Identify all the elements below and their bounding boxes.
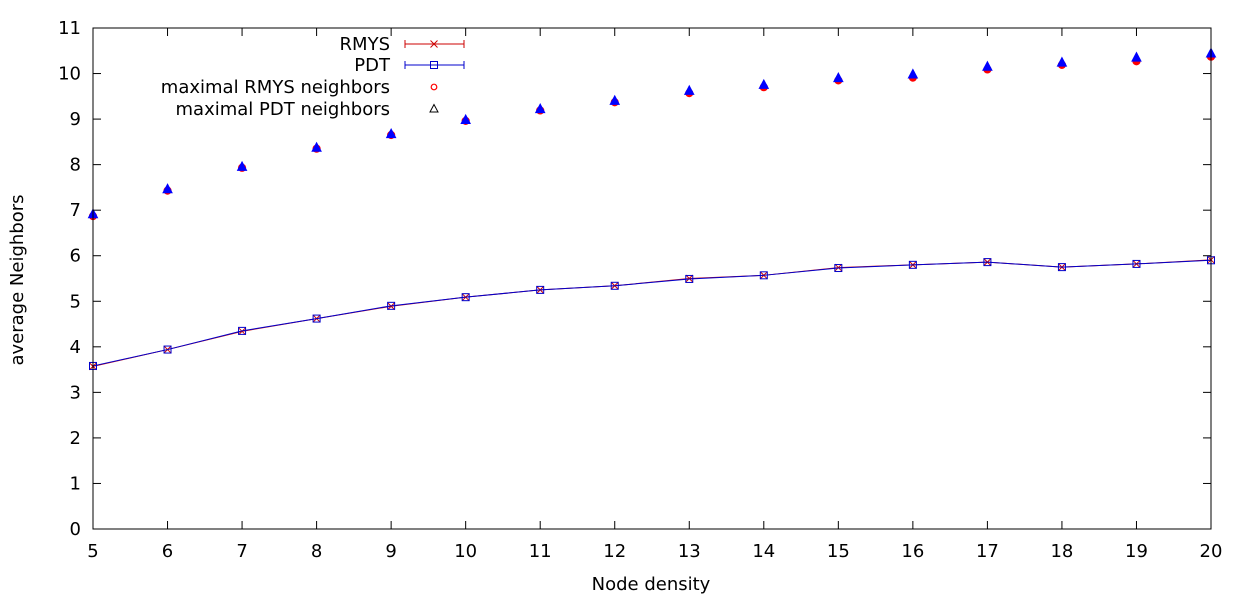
- data-point-maximal-pdt-neighbors: [460, 113, 471, 125]
- x-tick-label: 14: [752, 541, 775, 562]
- y-tick-label: 5: [70, 291, 81, 312]
- marker-stroke: [430, 40, 438, 48]
- data-point-pdt: [685, 274, 694, 283]
- legend-marker-rmys: [430, 40, 438, 48]
- x-tick-label: 13: [678, 541, 701, 562]
- data-point-maximal-pdt-neighbors: [385, 128, 397, 139]
- data-point-maximal-pdt-neighbors: [609, 94, 621, 105]
- data-point-maximal-pdt-neighbors: [1131, 51, 1142, 62]
- data-point-maximal-pdt-neighbors: [833, 72, 844, 83]
- legend-entry-rmys: RMYS: [340, 34, 465, 55]
- y-tick-label: 2: [70, 428, 81, 449]
- x-tick-label: 9: [385, 541, 396, 562]
- x-tick-label: 12: [603, 541, 626, 562]
- data-point-pdt: [834, 264, 843, 273]
- data-point-maximal-pdt-neighbors: [162, 183, 173, 194]
- x-tick-label: 19: [1125, 541, 1148, 562]
- series-pdt: [89, 256, 1215, 370]
- legend-marker-maximal-pdt-neighbors: [429, 103, 439, 113]
- x-tick-label: 6: [162, 541, 173, 562]
- series-line-rmys: [92, 259, 1212, 367]
- x-tick-label: 5: [87, 541, 98, 562]
- legend-marker-pdt: [430, 61, 438, 69]
- data-point-pdt: [610, 281, 619, 290]
- legend-marker-maximal-rmys-neighbors: [430, 83, 438, 91]
- data-point-pdt: [312, 314, 321, 323]
- data-point-maximal-pdt-neighbors: [1056, 56, 1068, 67]
- x-tick-label: 20: [1200, 541, 1223, 562]
- data-point-pdt: [461, 293, 470, 302]
- data-point-pdt: [163, 345, 172, 354]
- series-line-pdt: [92, 259, 1212, 367]
- series-maximal-pdt-neighbors: [87, 47, 1217, 219]
- y-tick-label: 4: [70, 337, 81, 358]
- x-tick-label: 7: [236, 541, 247, 562]
- y-tick-label: 10: [58, 64, 81, 85]
- x-tick-label: 15: [827, 541, 850, 562]
- legend-entry-maximal-pdt-neighbors: maximal PDT neighbors: [176, 99, 439, 120]
- data-point-pdt: [759, 271, 768, 280]
- y-tick-label: 1: [70, 473, 81, 494]
- data-point-pdt: [1057, 263, 1066, 272]
- plot-frame: [92, 27, 1212, 530]
- x-tick-label: 8: [311, 541, 322, 562]
- x-tick-label: 18: [1050, 541, 1073, 562]
- data-point-pdt: [983, 258, 992, 267]
- y-tick-label: 0: [70, 519, 81, 540]
- data-point-maximal-pdt-neighbors: [758, 78, 770, 89]
- data-point-maximal-pdt-neighbors: [311, 141, 322, 152]
- legend-label-rmys: RMYS: [340, 34, 390, 55]
- data-point-pdt: [536, 285, 545, 294]
- data-point-pdt: [238, 326, 247, 335]
- data-point-maximal-pdt-neighbors: [982, 60, 993, 71]
- legend-entry-maximal-rmys-neighbors: maximal RMYS neighbors: [161, 77, 438, 98]
- legend-entry-pdt: PDT: [354, 55, 465, 76]
- x-tick-label: 11: [529, 541, 552, 562]
- y-tick-label: 7: [70, 200, 81, 221]
- data-point-maximal-pdt-neighbors: [236, 160, 248, 171]
- y-tick-label: 8: [70, 155, 81, 176]
- x-tick-label: 16: [901, 541, 924, 562]
- legend-label-maximal-rmys-neighbors: maximal RMYS neighbors: [161, 77, 390, 98]
- data-point-maximal-pdt-neighbors: [907, 68, 919, 79]
- y-tick-label: 9: [70, 109, 81, 130]
- data-point-pdt: [908, 260, 917, 269]
- x-tick-label: 17: [976, 541, 999, 562]
- data-point-maximal-pdt-neighbors: [683, 84, 695, 95]
- data-point-pdt: [387, 301, 396, 310]
- data-point-pdt: [1132, 259, 1141, 268]
- x-axis-title: Node density: [592, 574, 711, 595]
- plot-area: [87, 47, 1217, 371]
- y-tick-label: 11: [58, 18, 81, 39]
- y-tick-label: 6: [70, 246, 81, 267]
- y-tick-label: 3: [70, 382, 81, 403]
- x-tick-label: 10: [454, 541, 477, 562]
- data-point-maximal-pdt-neighbors: [534, 103, 546, 114]
- series-rmys: [89, 255, 1215, 371]
- legend-label-maximal-pdt-neighbors: maximal PDT neighbors: [176, 99, 390, 120]
- y-axis-title: average Neighbors: [7, 195, 28, 366]
- legend-label-pdt: PDT: [354, 55, 391, 76]
